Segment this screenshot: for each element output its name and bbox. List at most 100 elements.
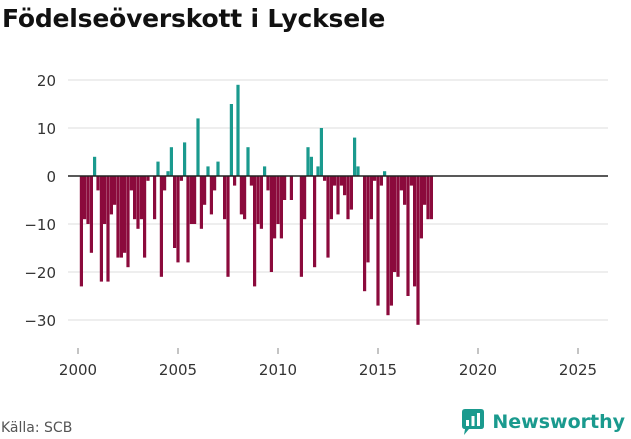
bar-negative xyxy=(313,176,317,268)
bar-negative xyxy=(266,176,270,191)
bar-negative xyxy=(179,176,183,181)
bar-negative xyxy=(303,176,307,220)
x-tick-label: 2015 xyxy=(359,361,397,379)
bar-negative xyxy=(109,176,113,215)
bar-negative xyxy=(113,176,117,205)
bar-negative xyxy=(406,176,410,296)
bar-positive xyxy=(319,128,323,176)
bar-negative xyxy=(136,176,140,229)
bar-positive xyxy=(196,118,200,176)
bar-positive xyxy=(356,166,360,176)
bar-negative xyxy=(146,176,150,181)
bar-negative xyxy=(233,176,237,186)
bar-positive xyxy=(206,166,210,176)
x-axis-tick-labels: 2000 2005 2010 2015 2020 2025 xyxy=(59,348,597,379)
bar-negative xyxy=(269,176,273,272)
bar-negative xyxy=(346,176,350,220)
bar-negative xyxy=(86,176,90,224)
bar-negative xyxy=(226,176,230,277)
bar-negative xyxy=(249,176,253,186)
bar-negative xyxy=(363,176,367,292)
bar-positive xyxy=(309,156,313,176)
bar-negative xyxy=(386,176,390,316)
bar-negative xyxy=(423,176,427,205)
bar-negative xyxy=(163,176,167,191)
bar-negative xyxy=(426,176,430,220)
bar-positive xyxy=(383,171,387,176)
bar-negative xyxy=(99,176,103,282)
bar-negative xyxy=(123,176,127,253)
bar-negative xyxy=(153,176,157,220)
bar-negative xyxy=(79,176,83,287)
bar-positive xyxy=(306,147,310,176)
bar-negative xyxy=(273,176,277,239)
bar-negative xyxy=(289,176,293,200)
bar-positive xyxy=(166,171,170,176)
bar-negative xyxy=(176,176,180,263)
x-tick-label: 2010 xyxy=(259,361,297,379)
bar-negative xyxy=(349,176,353,210)
bars xyxy=(79,84,433,325)
bar-positive xyxy=(236,84,240,176)
bar-negative xyxy=(389,176,393,306)
bar-negative xyxy=(223,176,227,220)
bar-negative xyxy=(106,176,110,282)
bar-positive xyxy=(246,147,250,176)
bar-negative xyxy=(393,176,397,272)
bar-negative xyxy=(129,176,133,191)
bar-negative xyxy=(96,176,100,191)
bar-negative xyxy=(329,176,333,220)
bar-negative xyxy=(173,176,177,248)
bar-negative xyxy=(373,176,377,181)
bar-negative xyxy=(339,176,343,186)
x-tick-label: 2005 xyxy=(159,361,197,379)
bar-negative xyxy=(366,176,370,263)
bar-negative xyxy=(209,176,213,215)
bar-positive xyxy=(216,161,220,176)
bar-negative xyxy=(283,176,287,200)
bar-negative xyxy=(399,176,403,191)
y-axis-tick-labels: 20 10 0 −10 −20 −30 xyxy=(24,72,56,330)
bar-positive xyxy=(316,166,320,176)
gridlines xyxy=(68,79,608,321)
bar-negative xyxy=(193,176,197,224)
bar-negative xyxy=(186,176,190,263)
y-tick-label: −10 xyxy=(24,216,56,234)
bar-negative xyxy=(126,176,130,268)
newsworthy-logo: Newsworthy xyxy=(460,408,625,436)
bar-negative xyxy=(413,176,417,287)
bar-negative xyxy=(326,176,330,258)
bar-negative xyxy=(213,176,217,191)
bar-negative xyxy=(396,176,400,277)
bar-negative xyxy=(89,176,93,253)
bar-positive xyxy=(93,156,97,176)
bar-positive xyxy=(183,142,187,176)
bar-negative xyxy=(83,176,87,220)
bar-negative xyxy=(189,176,193,224)
bar-negative xyxy=(376,176,380,306)
bar-negative xyxy=(116,176,120,258)
x-tick-label: 2020 xyxy=(459,361,497,379)
bar-negative xyxy=(419,176,423,239)
bar-negative xyxy=(143,176,147,258)
bar-negative xyxy=(299,176,303,277)
bar-negative xyxy=(119,176,123,258)
bar-negative xyxy=(159,176,163,277)
bar-negative xyxy=(276,176,280,224)
y-tick-label: 10 xyxy=(37,120,56,138)
bar-negative xyxy=(103,176,107,224)
x-tick-label: 2025 xyxy=(559,361,597,379)
bar-negative xyxy=(379,176,383,186)
newsworthy-wordmark: Newsworthy xyxy=(492,411,625,433)
x-tick-label: 2000 xyxy=(59,361,97,379)
bar-negative xyxy=(279,176,283,239)
bar-negative xyxy=(253,176,257,287)
y-tick-label: −20 xyxy=(24,264,56,282)
bar-negative xyxy=(133,176,137,220)
bar-negative xyxy=(259,176,263,229)
bar-negative xyxy=(199,176,203,229)
bar-negative xyxy=(416,176,420,325)
bar-negative xyxy=(429,176,433,220)
bar-negative xyxy=(336,176,340,215)
y-tick-label: 20 xyxy=(37,72,56,90)
